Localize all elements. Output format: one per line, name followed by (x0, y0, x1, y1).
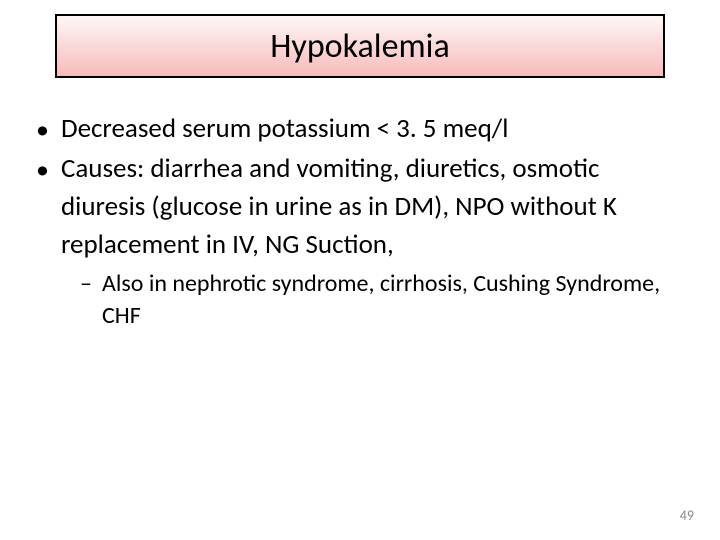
page-number: 49 (680, 507, 694, 524)
bullet-item: • Decreased serum potassium < 3. 5 meq/l (36, 110, 684, 148)
bullet-marker: • (36, 110, 49, 148)
bullet-text: Decreased serum potassium < 3. 5 meq/l (61, 110, 508, 148)
title-box: Hypokalemia (55, 14, 665, 78)
sub-bullet-marker: – (80, 268, 92, 300)
sub-bullet-item: – Also in nephrotic syndrome, cirrhosis,… (80, 268, 684, 332)
slide-title: Hypokalemia (270, 26, 450, 67)
bullet-text: Causes: diarrhea and vomiting, diuretics… (61, 150, 684, 264)
bullet-item: • Causes: diarrhea and vomiting, diureti… (36, 150, 684, 264)
content-area: • Decreased serum potassium < 3. 5 meq/l… (36, 110, 684, 332)
sub-bullet-text: Also in nephrotic syndrome, cirrhosis, C… (102, 268, 684, 332)
bullet-marker: • (36, 150, 49, 188)
